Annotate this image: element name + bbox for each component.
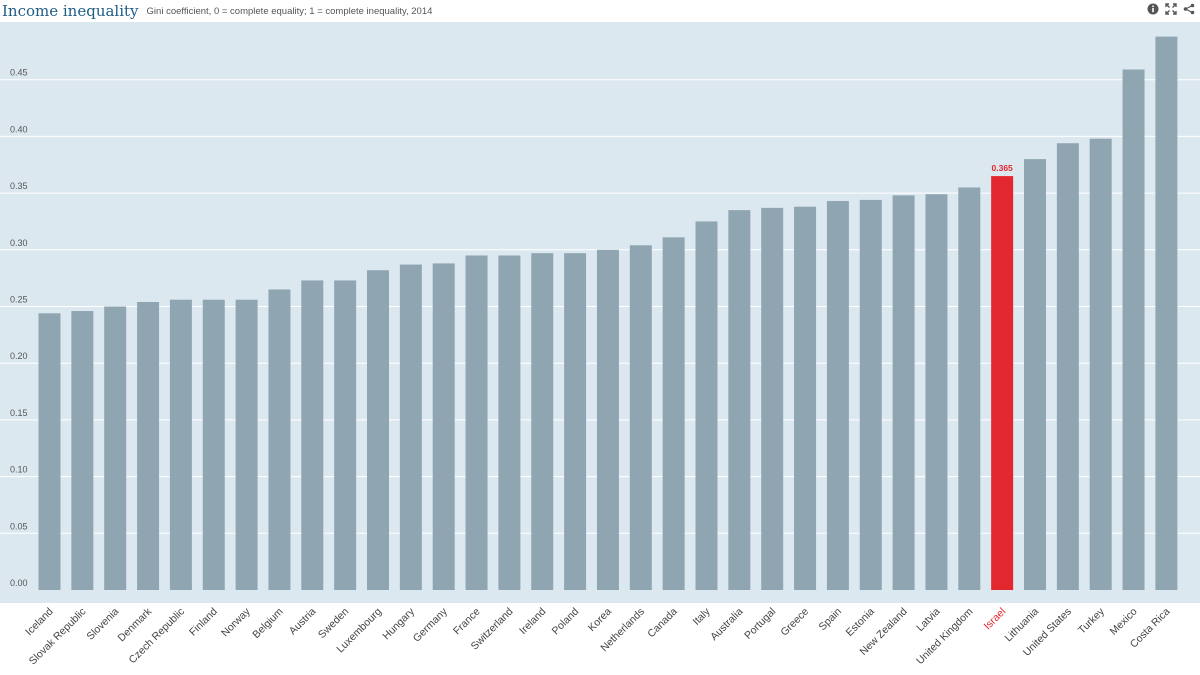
bar-hungary[interactable] <box>399 264 422 590</box>
data-label: 0.365 <box>992 163 1014 173</box>
bar-sweden[interactable] <box>334 280 357 590</box>
bar-ireland[interactable] <box>531 253 554 590</box>
share-icon[interactable] <box>1182 2 1196 16</box>
bar-luxembourg[interactable] <box>367 270 389 590</box>
bar-netherlands[interactable] <box>629 245 652 590</box>
bar-lithuania[interactable] <box>1024 159 1046 590</box>
x-tick-label: United Kingdom <box>914 605 975 666</box>
bar-latvia[interactable] <box>925 194 948 590</box>
bar-poland[interactable] <box>564 253 587 590</box>
y-tick-label: 0.20 <box>10 351 28 361</box>
bar-germany[interactable] <box>432 263 455 590</box>
y-tick-label: 0.25 <box>10 295 28 305</box>
x-tick-label: Canada <box>645 606 680 641</box>
info-icon[interactable] <box>1146 2 1160 16</box>
y-tick-label: 0.05 <box>10 521 28 531</box>
bar-france[interactable] <box>465 255 488 590</box>
chart-header: Income inequality Gini coefficient, 0 = … <box>0 0 1200 22</box>
bar-new-zealand[interactable] <box>892 195 915 591</box>
bar-austria[interactable] <box>301 280 324 590</box>
bar-slovenia[interactable] <box>104 306 127 591</box>
fullscreen-icon[interactable] <box>1164 2 1178 16</box>
bar-denmark[interactable] <box>137 301 160 590</box>
bar-norway[interactable] <box>235 299 258 590</box>
bar-australia[interactable] <box>728 210 751 591</box>
x-tick-label: Turkey <box>1076 605 1107 636</box>
bar-spain[interactable] <box>826 201 849 590</box>
y-tick-label: 0.40 <box>10 124 28 134</box>
y-tick-label: 0.35 <box>10 181 28 191</box>
bar-belgium[interactable] <box>268 289 291 590</box>
x-tick-label: Greece <box>778 606 811 639</box>
x-tick-label: Finland <box>187 606 220 639</box>
bar-mexico[interactable] <box>1122 69 1145 590</box>
x-tick-label: Ireland <box>517 606 548 637</box>
x-tick-label: Korea <box>586 606 614 634</box>
bar-estonia[interactable] <box>859 199 882 591</box>
bar-slovak-republic[interactable] <box>71 311 94 590</box>
bar-israel[interactable] <box>991 176 1014 590</box>
bar-portugal[interactable] <box>761 207 784 591</box>
x-tick-label: Mexico <box>1108 606 1140 638</box>
x-tick-label: Portugal <box>742 606 778 642</box>
bar-turkey[interactable] <box>1089 138 1112 590</box>
x-tick-label: Iceland <box>23 606 56 639</box>
x-tick-label: France <box>451 606 483 638</box>
bar-czech-republic[interactable] <box>169 299 192 590</box>
x-tick-label: Germany <box>411 605 451 645</box>
x-tick-label: Italy <box>691 605 714 628</box>
y-tick-label: 0.30 <box>10 238 28 248</box>
x-tick-label: Australia <box>708 606 745 643</box>
chart-title: Income inequality <box>2 2 139 20</box>
chart-toolbar <box>1146 2 1196 16</box>
bar-costa-rica[interactable] <box>1155 36 1178 590</box>
bar-iceland[interactable] <box>38 313 61 590</box>
x-tick-label: Israel <box>982 606 1009 633</box>
x-tick-label: Austria <box>287 606 319 638</box>
x-tick-label: Belgium <box>250 605 285 640</box>
x-tick-label: Norway <box>219 605 253 639</box>
bar-united-kingdom[interactable] <box>958 187 981 590</box>
bar-finland[interactable] <box>202 299 225 590</box>
bar-switzerland[interactable] <box>498 255 521 590</box>
bar-canada[interactable] <box>662 237 685 591</box>
bar-italy[interactable] <box>695 221 718 590</box>
y-tick-label: 0.15 <box>10 408 28 418</box>
x-tick-label: Latvia <box>914 606 942 634</box>
x-tick-label: Poland <box>550 606 582 638</box>
y-tick-label: 0.10 <box>10 465 28 475</box>
chart-subtitle: Gini coefficient, 0 = complete equality;… <box>146 5 433 17</box>
x-tick-label: Slovak Republic <box>27 606 89 668</box>
bar-korea[interactable] <box>596 249 619 591</box>
y-tick-label: 0.00 <box>10 578 28 588</box>
x-tick-label: Spain <box>817 606 845 634</box>
bar-united-states[interactable] <box>1056 143 1079 591</box>
y-tick-label: 0.45 <box>10 68 28 78</box>
bar-greece[interactable] <box>794 206 817 590</box>
